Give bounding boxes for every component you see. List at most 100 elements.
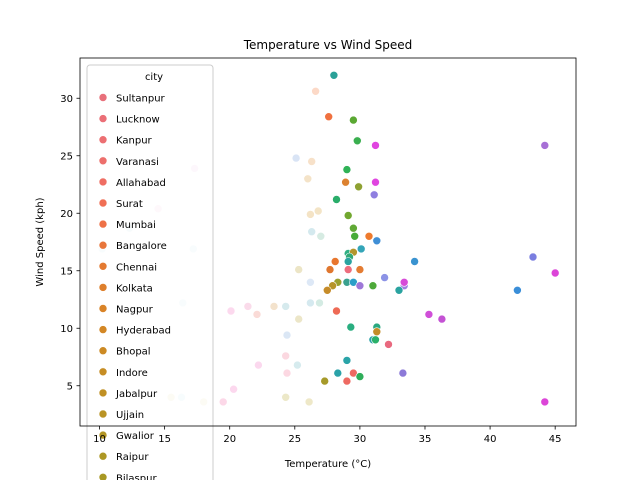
data-point [364,232,374,241]
legend-entry-label: Hyderabad [116,326,171,337]
legend-entry-label: Surat [116,199,143,210]
data-point [349,115,358,125]
data-point [354,182,363,192]
legend-entry-label: Kolkata [116,283,153,294]
data-point [294,265,304,274]
data-point [380,273,389,282]
legend-entry-label: Jabalpur [115,389,158,400]
data-point [281,392,291,402]
data-point [322,285,332,295]
data-point [424,310,434,319]
data-point [325,265,335,274]
legend-entry-label: Kanpur [116,136,153,147]
x-tick-label: 20 [223,434,236,445]
chart-title: Temperature vs Wind Speed [243,38,413,52]
data-point [307,157,317,166]
x-tick-label: 35 [419,434,432,445]
data-point [343,211,353,220]
y-tick-label: 10 [60,324,73,335]
data-point [293,360,302,370]
data-point [343,257,353,266]
legend-marker [98,451,108,461]
data-point [333,368,343,378]
data-point [330,257,340,266]
data-point [513,285,522,295]
x-tick-label: 30 [354,434,367,445]
data-point [369,190,379,200]
legend-marker [98,219,108,229]
data-point [332,195,341,204]
points-layer [97,71,560,407]
legend-marker [98,409,108,419]
legend-entry-label: Varanasi [116,157,159,168]
legend-marker [98,430,108,440]
data-point [341,177,350,187]
data-point [282,330,292,340]
legend-entry-label: Bangalore [116,241,167,252]
legend-entry-label: Gwalior [116,431,155,442]
data-point [540,397,550,407]
legend-marker [98,114,108,123]
legend-entry-label: Chennai [116,262,157,273]
legend-entry-label: Ujjain [116,410,144,421]
data-point [229,384,238,394]
data-point [316,232,326,241]
data-point [218,397,228,407]
data-point [355,372,365,381]
plot-frame [79,57,577,427]
data-point [540,141,550,150]
data-point [307,227,317,236]
x-axis-label: Temperature (°C) [284,459,371,470]
data-point [281,302,291,311]
data-point [269,302,279,311]
legend-title: city [145,72,163,83]
legend-marker [98,156,108,166]
data-point [294,314,304,324]
legend-entry-label: Nagpur [116,305,154,316]
data-point [371,141,380,150]
data-point [343,265,353,274]
data-point [349,223,358,233]
data-point [342,356,352,365]
legend-marker [98,304,108,313]
data-point [410,257,419,266]
data-point [550,268,560,278]
data-point [306,210,315,219]
data-point [528,252,538,262]
legend-marker [98,388,108,398]
legend: city Sultanpur Lucknow Kanpur Varanasi Allaha… [86,64,214,480]
legend-marker [98,367,108,377]
x-tick-label: 25 [288,434,301,445]
data-point [398,368,408,378]
data-point [342,376,352,386]
data-point [324,112,334,121]
data-point [252,310,262,319]
data-point [384,340,393,349]
data-point [306,277,315,287]
y-tick-label: 20 [60,209,73,220]
data-point [372,327,382,337]
x-tick-label: 40 [484,434,497,445]
data-point [437,314,447,324]
legend-entry-label: Bilaspur [116,473,157,480]
legend-marker [98,93,108,102]
x-tick-label: 10 [93,434,106,445]
y-tick-label: 30 [60,94,73,105]
data-point [372,236,382,246]
legend-entry-label: Indore [116,368,148,379]
legend-marker [98,473,108,480]
data-point [303,174,313,184]
data-point [226,306,236,316]
y-tick-label: 15 [60,266,73,277]
data-point [313,206,323,216]
legend-entry-label: Allahabad [116,178,166,189]
data-point [320,376,330,386]
data-point [306,298,315,308]
data-point [371,335,380,345]
legend-marker [98,240,108,250]
data-point [254,360,263,370]
y-tick-label: 25 [60,151,73,162]
x-tick-label: 15 [158,434,171,445]
data-point [311,87,320,96]
data-point [315,298,324,308]
